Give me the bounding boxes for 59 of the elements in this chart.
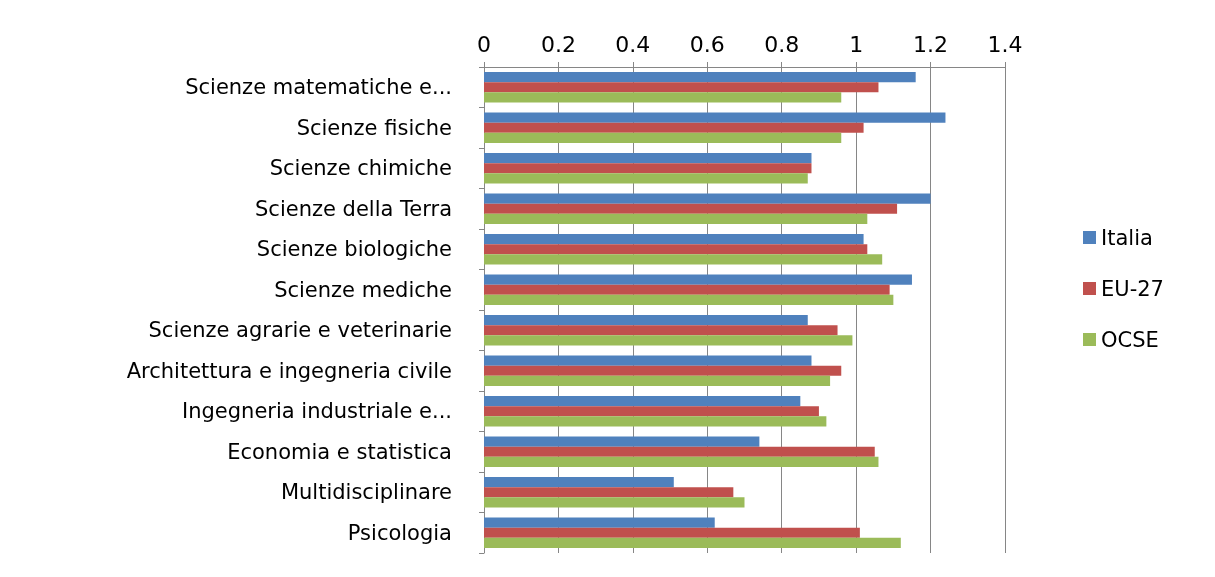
bar	[484, 517, 715, 528]
bar	[484, 284, 890, 295]
y-tick-label: Scienze mediche	[274, 277, 452, 302]
x-tick-label: 1.4	[987, 31, 1023, 57]
x-tick-label: 1.2	[913, 31, 949, 57]
bar	[484, 294, 894, 305]
x-tick-label: 0.4	[615, 31, 651, 57]
bar	[484, 244, 868, 255]
y-tick-label: Psicologia	[347, 520, 452, 545]
bar	[484, 213, 868, 224]
bar	[484, 163, 812, 174]
y-tick-label: Architettura e ingegneria civile	[126, 358, 452, 383]
bar	[484, 274, 912, 285]
bar	[484, 203, 898, 214]
bar	[484, 234, 864, 245]
bar	[484, 436, 760, 447]
bar	[484, 487, 734, 498]
bar	[484, 315, 808, 326]
bar	[484, 446, 875, 457]
y-tick-label: Multidisciplinare	[280, 480, 452, 505]
bar	[484, 497, 745, 508]
bar	[484, 406, 819, 417]
bar	[484, 153, 812, 164]
y-tick-label: Scienze biologiche	[256, 237, 452, 262]
bar	[484, 456, 879, 467]
y-tick-label: Scienze fisiche	[296, 115, 452, 140]
y-tick-label: Scienze agrarie e veterinarie	[148, 318, 452, 343]
bar	[484, 173, 808, 184]
bar	[484, 132, 842, 143]
x-tick-label: 1	[849, 31, 864, 57]
y-tick-label: Scienze della Terra	[255, 196, 452, 221]
y-tick-label: Ingegneria industriale e...	[182, 399, 452, 424]
legend-label: Italia	[1101, 225, 1153, 250]
y-tick-label: Economia e statistica	[227, 439, 452, 464]
bar	[484, 122, 864, 133]
x-tick-label: 0.8	[764, 31, 800, 57]
bar	[484, 72, 916, 83]
bar	[484, 375, 831, 386]
x-tick-label: 0	[477, 31, 491, 57]
bar	[484, 92, 842, 103]
legend-label: EU-27	[1101, 276, 1164, 301]
bar	[484, 193, 931, 204]
bar	[484, 527, 860, 538]
bar	[484, 365, 842, 376]
x-tick-label: 0.2	[540, 31, 576, 57]
bar	[484, 82, 879, 93]
bar	[484, 335, 853, 346]
bar	[484, 537, 901, 548]
bar	[484, 355, 812, 366]
bar	[484, 416, 827, 427]
bar	[484, 254, 883, 265]
y-tick-label: Scienze matematiche e...	[185, 75, 452, 100]
x-tick-label: 0.6	[689, 31, 725, 57]
bar	[484, 477, 674, 488]
y-tick-label: Scienze chimiche	[269, 156, 452, 181]
bar	[484, 112, 946, 123]
legend-label: OCSE	[1101, 327, 1159, 352]
bar	[484, 325, 838, 336]
bar	[484, 396, 801, 407]
